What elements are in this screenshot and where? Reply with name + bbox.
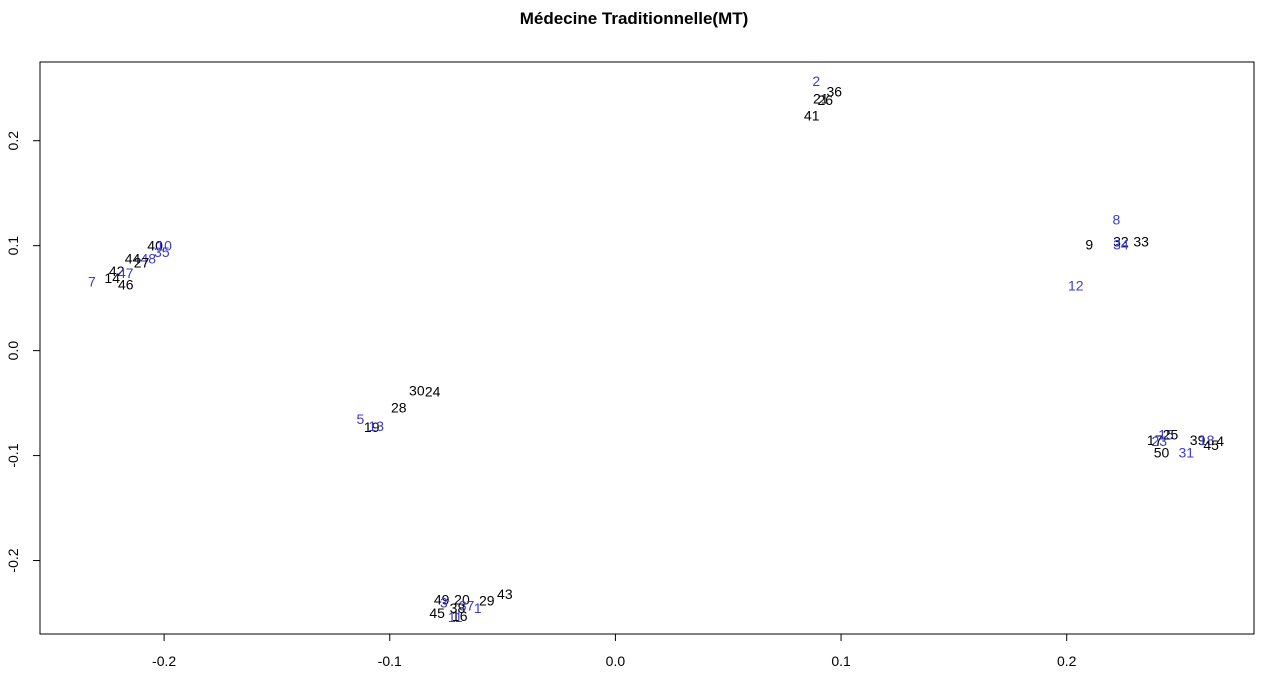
point-label: 8 [1112,211,1120,227]
point-label: 17 [1147,432,1163,448]
point-label: 11 [448,609,463,625]
point-label: 10 [156,238,172,254]
point-label: 28 [391,399,407,415]
point-label: 4 [1216,433,1224,449]
point-label: 16 [452,608,468,624]
point-label: 21 [813,91,829,107]
point-label: 49 [434,591,450,607]
point-label: 34 [1113,237,1129,253]
x-axis: -0.2 -0.1 0.0 0.1 0.2 [152,634,1077,669]
y-tick-label: 0.2 [5,131,21,151]
point-label: 7 [88,273,96,289]
point-label: 27 [134,254,150,270]
point-label: 38 [450,600,466,616]
point-label: 36 [827,83,843,99]
point-label: 35 [154,244,170,260]
y-tick-label: 0.0 [5,341,21,361]
point-label: 23 [1151,433,1167,449]
plot-frame [39,61,1255,635]
point-label: 13 [368,418,384,434]
point-label: 30 [409,383,425,399]
point-label: 2 [812,73,820,89]
point-label: 45 [1203,437,1219,453]
point-label: 20 [454,591,470,607]
point-label: 45 [429,605,445,621]
y-tick-label: -0.2 [5,548,21,572]
point-label: 31 [1179,444,1195,460]
x-tick-label: -0.2 [152,653,176,669]
x-tick-label: 0.1 [831,653,851,669]
chart-title: Médecine Traditionnelle(MT) [520,9,749,28]
point-label: 29 [479,592,495,608]
x-tick-label: 0.0 [606,653,626,669]
point-label: 14 [104,270,120,286]
point-label: 1 [474,600,482,616]
point-label: 41 [804,108,820,124]
point-label: 50 [1154,444,1170,460]
y-tick-label: 0.1 [5,236,21,256]
point-label: 37 [459,598,475,614]
point-label: 15 [1158,427,1174,443]
point-label: 26 [817,92,833,108]
point-label: 33 [1133,233,1149,249]
point-label: 5 [357,411,365,427]
point-label: 44 [125,250,141,266]
y-tick-label: -0.1 [5,443,21,467]
point-label: 18 [1199,432,1215,448]
x-tick-label: 0.2 [1057,653,1077,669]
y-axis: -0.2 -0.1 0.0 0.1 0.2 [5,131,40,573]
point-label: 24 [425,384,441,400]
point-label: 12 [1068,278,1084,294]
point-label: 39 [1190,432,1206,448]
x-tick-label: -0.1 [378,653,402,669]
point-label: 47 [118,265,134,281]
point-label: 43 [497,586,513,602]
point-label: 32 [1113,233,1129,249]
point-label: 42 [109,263,125,279]
point-label: 25 [1163,427,1179,443]
point-label: 40 [147,238,163,254]
point-label: 19 [364,419,380,435]
point-label: 9 [1085,237,1093,253]
point-label: 3 [440,595,448,611]
point-label: 46 [118,277,134,293]
point-label: 48 [141,250,157,266]
